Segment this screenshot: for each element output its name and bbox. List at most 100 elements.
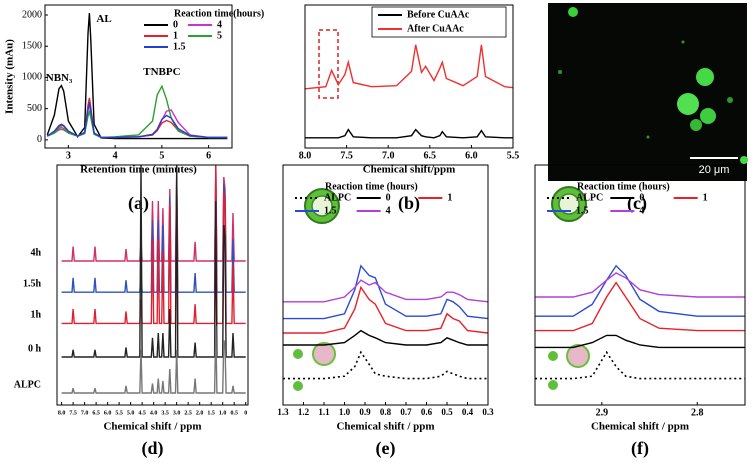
legend-label: ALPC — [324, 192, 351, 203]
legend: Reaction time(hours)0 4 1 5 1.5 — [144, 8, 264, 52]
x-axis-label: Chemical shift / ppm — [336, 421, 434, 433]
series-line — [535, 281, 745, 332]
x-tick-label: 6 — [206, 150, 211, 161]
legend-label: After CuAAc — [407, 23, 464, 34]
vesicle-icon — [566, 344, 590, 368]
x-tick-label: 0.6 — [421, 407, 433, 417]
x-tick-label: 4 — [113, 150, 118, 161]
y-axis-label: Intensity (mAu) — [4, 39, 16, 114]
x-tick-label: 4.0 — [150, 410, 158, 416]
x-tick-label: 0.3 — [482, 407, 494, 417]
legend-label: ALPC — [14, 379, 41, 390]
x-axis-label: Chemical shift / ppm — [103, 421, 201, 433]
vesicle-illustrations — [293, 186, 590, 391]
vesicle-icon — [293, 349, 303, 359]
x-tick-label: 2.5 — [184, 410, 192, 416]
y-tick-label: 0 — [37, 134, 42, 145]
annotation: NBN₃ — [46, 72, 73, 84]
legend-label: 0 — [386, 192, 391, 203]
image-background — [548, 3, 747, 181]
legend-label: 0 — [639, 192, 644, 203]
legend-label: Before CuAAc — [407, 9, 470, 20]
blob — [727, 97, 733, 103]
x-tick-label: 6.0 — [465, 150, 478, 161]
legend: Before CuAAc After CuAAc — [371, 6, 507, 38]
x-tick-label: 3.5 — [161, 410, 169, 416]
series-line — [535, 264, 745, 317]
x-tick-label: 3 — [66, 150, 71, 161]
x-tick-label: 3.0 — [173, 410, 181, 416]
panel-label: (a) — [128, 193, 149, 214]
blob — [700, 108, 716, 124]
panel-label: (f) — [631, 438, 649, 459]
plot-area — [535, 264, 745, 380]
blob — [568, 7, 578, 17]
x-tick-label: 5 — [159, 150, 164, 161]
legend: 4h 1.5h 1h 0 h ALPC — [14, 247, 42, 390]
x-tick-label: 1.0 — [339, 407, 351, 417]
x-tick-label: 8.0 — [299, 150, 312, 161]
series-line — [61, 165, 246, 358]
x-tick-label: 6.0 — [104, 410, 112, 416]
series-line — [535, 334, 745, 349]
legend-title: Reaction time (hours) — [577, 181, 670, 192]
x-tick-label: 0.9 — [359, 407, 371, 417]
legend-label: ALPC — [576, 192, 603, 203]
plot-frame — [56, 164, 249, 406]
x-tick-label: 5.5 — [507, 150, 520, 161]
y-tick-label: 1500 — [22, 41, 42, 52]
blob — [677, 93, 699, 115]
legend-label: 1 — [447, 192, 452, 203]
legend-label: 1h — [30, 310, 41, 321]
x-tick-label: 1.1 — [318, 407, 330, 417]
vesicle-icon — [548, 351, 558, 361]
x-tick-label: 6.5 — [92, 410, 100, 416]
legend-label: 1.5 — [324, 205, 337, 216]
legend-label: 4 — [217, 19, 222, 30]
x-axis-label: Retention time (minutes) — [80, 164, 197, 176]
vesicle-icon — [293, 381, 303, 391]
x-tick-label: 7.0 — [81, 410, 89, 416]
micrograph: 20 μm — [548, 3, 748, 181]
scale-bar-label: 20 μm — [699, 164, 730, 176]
x-tick-label: 7.5 — [340, 150, 353, 161]
panel-label: (e) — [376, 438, 396, 459]
blob — [646, 135, 650, 139]
plot-area — [61, 165, 246, 394]
x-tick-label: 7.5 — [69, 410, 77, 416]
x-tick-label: 2.8 — [691, 407, 704, 418]
x-tick-label: 0.7 — [400, 407, 412, 417]
plot-frame — [304, 4, 514, 149]
legend-label: 1.5 — [576, 205, 589, 216]
x-tick-label: 0.4 — [462, 407, 474, 417]
vesicle-icon — [312, 342, 336, 366]
legend-box — [371, 6, 507, 38]
legend-label: 0 h — [28, 343, 42, 354]
series-line — [305, 128, 513, 139]
x-tick-label: 5.5 — [115, 410, 123, 416]
series-line — [535, 272, 745, 298]
legend-label: 0 — [173, 19, 178, 30]
legend-label: 1 — [703, 192, 708, 203]
annotation: TNBPC — [143, 66, 180, 78]
series-line — [46, 13, 228, 140]
x-tick-label: 1.3 — [277, 407, 289, 417]
x-tick-label: 0.5 — [441, 407, 453, 417]
series-line — [283, 350, 488, 380]
legend: Reaction time (hours)ALPC 0 1 1.5 4 — [547, 181, 708, 216]
series-line — [283, 285, 488, 334]
legend-label: 1 — [173, 30, 178, 41]
series-line — [46, 102, 228, 139]
legend-title: Reaction time(hours) — [174, 8, 264, 19]
legend-title: Reaction time (hours) — [325, 181, 418, 192]
x-tick-label: 0.8 — [380, 407, 392, 417]
annotation: AL — [96, 13, 111, 25]
plot-area — [283, 264, 488, 380]
x-tick-label: 8.0 — [58, 410, 66, 416]
series-line — [305, 44, 513, 90]
x-axis-label: Chemical shift / ppm — [591, 421, 689, 433]
x-tick-label: 1.5 — [207, 410, 215, 416]
plot-frame — [44, 4, 233, 149]
legend-label: 5 — [217, 30, 222, 41]
legend-label: 1.5 — [173, 41, 186, 52]
